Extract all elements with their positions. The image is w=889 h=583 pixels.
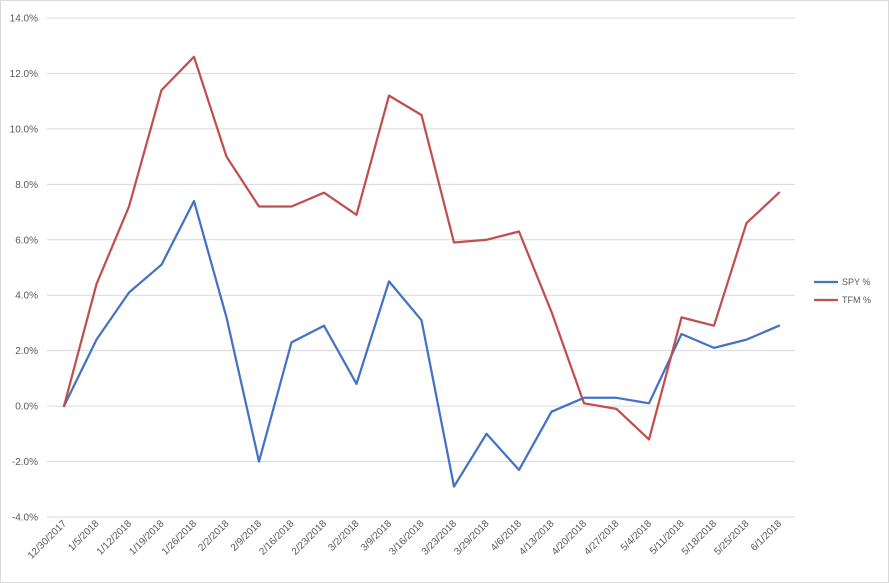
y-tick-label: 0.0% — [15, 402, 38, 413]
x-tick-label: 2/2/2018 — [196, 518, 232, 554]
y-tick-label: 2.0% — [15, 346, 38, 357]
legend-label: SPY % — [842, 277, 870, 287]
y-tick-label: 10.0% — [10, 124, 38, 135]
series-lines — [62, 55, 781, 488]
y-tick-label: -2.0% — [12, 457, 38, 468]
y-tick-label: -4.0% — [12, 513, 38, 524]
y-tick-label: 4.0% — [15, 291, 38, 302]
y-tick-label: 12.0% — [10, 69, 38, 80]
x-tick-label: 2/23/2018 — [290, 518, 330, 558]
x-tick-label: 5/25/2018 — [712, 518, 752, 558]
legend: SPY % TFM % — [814, 277, 871, 305]
x-tick-label: 1/26/2018 — [160, 518, 200, 558]
legend-label: TFM % — [842, 295, 871, 305]
y-axis: 14.0% 12.0% 10.0% 8.0% 6.0% 4.0% 2.0% 0.0% -2.0%… — [10, 14, 38, 524]
series-line-0 — [62, 199, 781, 488]
x-tick-label: 6/1/2018 — [749, 518, 785, 554]
x-tick-label: 12/30/2017 — [26, 518, 69, 561]
x-tick-label: 3/2/2018 — [326, 518, 362, 554]
x-tick-label: 4/27/2018 — [582, 518, 622, 558]
x-tick-label: 3/29/2018 — [452, 518, 492, 558]
gridlines — [47, 17, 795, 518]
x-axis: 12/30/20171/5/20181/12/20181/19/20181/26… — [26, 518, 784, 561]
y-tick-label: 14.0% — [10, 14, 38, 25]
y-tick-label: 6.0% — [15, 235, 38, 246]
y-tick-label: 8.0% — [15, 180, 38, 191]
series-line-1 — [62, 55, 781, 441]
